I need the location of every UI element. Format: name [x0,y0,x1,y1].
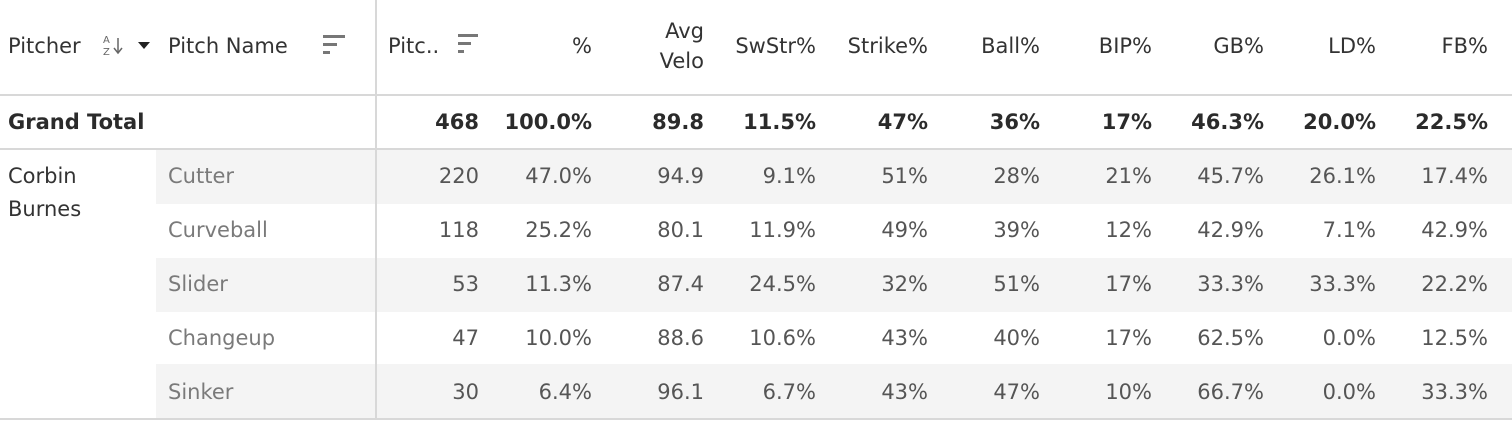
avg-velo-line-2: Velo [659,49,704,73]
column-header-ball[interactable]: Ball% [981,34,1040,58]
cell-pct: 11.3% [525,272,592,296]
cell-gb: 62.5% [1197,326,1264,350]
pitcher-name[interactable]: Corbin Burnes [8,160,81,226]
grand-total-label: Grand Total [8,110,145,134]
column-header-strike[interactable]: Strike% [847,34,928,58]
grand-total-bip: 17% [1101,110,1152,134]
pitch-name-cell: Slider [168,272,228,296]
column-header-pitches[interactable]: Pitc.. [388,34,440,58]
pitch-name-cell: Changeup [168,326,276,350]
cell-ball: 47% [993,380,1040,404]
column-header-fb[interactable]: FB% [1441,34,1488,58]
grand-total-pct: 100.0% [504,110,592,134]
cell-fb: 17.4% [1421,164,1488,188]
column-header-pitcher[interactable]: Pitcher [8,34,81,58]
cell-swstr: 24.5% [749,272,816,296]
cell-gb: 33.3% [1197,272,1264,296]
cell-ball: 39% [993,218,1040,242]
cell-pct: 6.4% [538,380,592,404]
cell-ball: 51% [993,272,1040,296]
cell-bip: 12% [1105,218,1152,242]
cell-pct: 25.2% [525,218,592,242]
cell-swstr: 11.9% [749,218,816,242]
cell-bip: 10% [1105,380,1152,404]
cell-bip: 17% [1105,272,1152,296]
total-divider [0,148,1512,150]
grand-total-swstr: 11.5% [743,110,816,134]
cell-pitches: 220 [438,164,479,188]
cell-gb: 45.7% [1197,164,1264,188]
column-header-ld[interactable]: LD% [1328,34,1376,58]
cell-pitches: 53 [452,272,479,296]
cell-fb: 12.5% [1421,326,1488,350]
cell-pitches: 118 [438,218,479,242]
cell-avg-velo: 94.9 [657,164,704,188]
cell-strike: 49% [881,218,928,242]
grand-total-gb: 46.3% [1191,110,1264,134]
column-header-swstr[interactable]: SwStr% [735,34,816,58]
cell-gb: 42.9% [1197,218,1264,242]
column-header-pitch-name[interactable]: Pitch Name [168,34,288,58]
bottom-border [0,418,1512,420]
cell-ld: 7.1% [1322,218,1376,242]
row-band-cutter [156,150,1512,204]
sort-alpha-icon[interactable]: A Z [101,32,125,58]
cell-avg-velo: 87.4 [657,272,704,296]
cell-ld: 0.0% [1322,380,1376,404]
cell-swstr: 6.7% [762,380,816,404]
svg-text:Z: Z [103,47,110,58]
sort-desc-icon[interactable] [457,32,479,56]
cell-swstr: 10.6% [749,326,816,350]
cell-avg-velo: 88.6 [657,326,704,350]
sort-desc-icon[interactable] [322,33,346,57]
row-band-sinker [156,364,1512,418]
cell-ld: 0.0% [1322,326,1376,350]
cell-pct: 10.0% [525,326,592,350]
pitch-name-cell: Curveball [168,218,268,242]
grand-total-pitches: 468 [435,110,479,134]
caret-down-icon[interactable] [137,36,151,49]
cell-fb: 33.3% [1421,380,1488,404]
avg-velo-line-1: Avg [665,19,704,43]
cell-strike: 43% [881,380,928,404]
cell-gb: 66.7% [1197,380,1264,404]
cell-swstr: 9.1% [762,164,816,188]
pitch-name-cell: Cutter [168,164,234,188]
pitcher-name-line-1: Corbin [8,164,77,188]
cell-pitches: 30 [452,380,479,404]
cell-ball: 40% [993,326,1040,350]
cell-strike: 43% [881,326,928,350]
grand-total-avg-velo: 89.8 [652,110,704,134]
column-header-pct[interactable]: % [572,34,592,58]
cell-avg-velo: 80.1 [657,218,704,242]
pitch-name-cell: Sinker [168,380,234,404]
cell-strike: 51% [881,164,928,188]
cell-bip: 17% [1105,326,1152,350]
row-band-slider [156,258,1512,312]
header-divider [0,94,1512,96]
cell-pct: 47.0% [525,164,592,188]
cell-fb: 42.9% [1421,218,1488,242]
grand-total-ld: 20.0% [1303,110,1376,134]
grand-total-fb: 22.5% [1415,110,1488,134]
column-header-bip[interactable]: BIP% [1098,34,1152,58]
cell-ld: 33.3% [1309,272,1376,296]
cell-pitches: 47 [452,326,479,350]
row-header-divider [375,0,377,419]
svg-text:A: A [103,35,110,46]
column-header-avg-velo[interactable]: Avg Velo [660,16,704,76]
cell-avg-velo: 96.1 [657,380,704,404]
cell-fb: 22.2% [1421,272,1488,296]
pitcher-name-line-2: Burnes [8,197,82,221]
cell-ball: 28% [993,164,1040,188]
grand-total-strike: 47% [877,110,928,134]
cell-bip: 21% [1105,164,1152,188]
grand-total-ball: 36% [989,110,1040,134]
cell-strike: 32% [881,272,928,296]
column-header-gb[interactable]: GB% [1213,34,1264,58]
cell-ld: 26.1% [1309,164,1376,188]
